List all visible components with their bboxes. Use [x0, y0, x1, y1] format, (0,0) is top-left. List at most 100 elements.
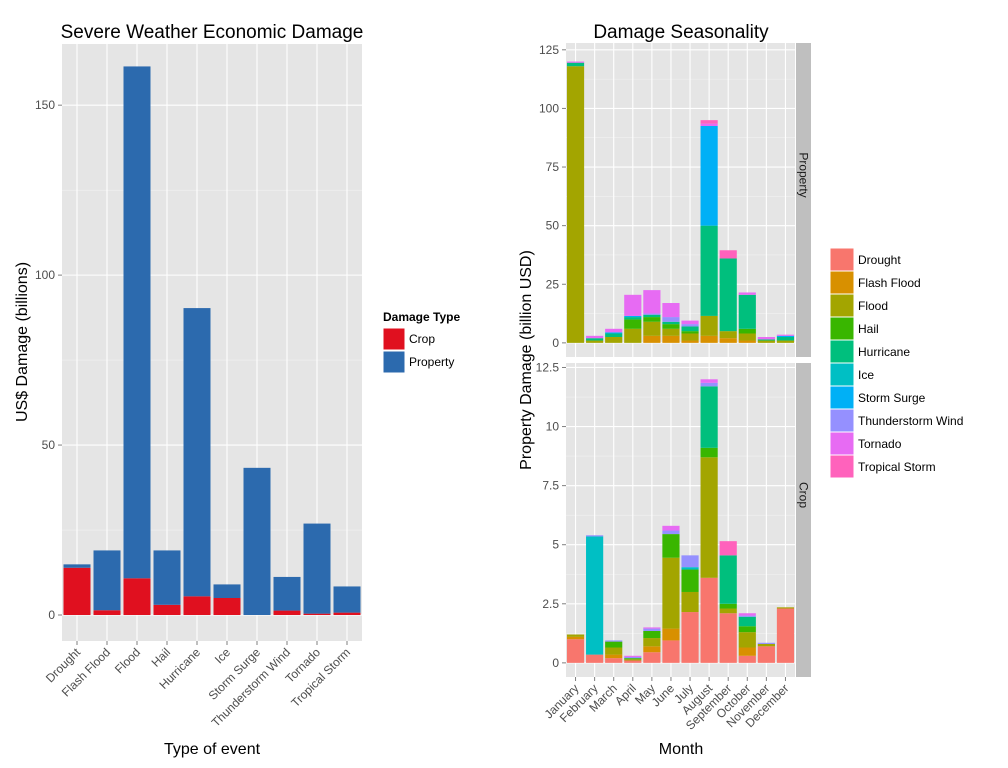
facet-y-tick-label: 125 [539, 43, 559, 57]
bar-segment-hail [643, 630, 661, 639]
bar-segment-drought [776, 608, 795, 663]
legend-label-tropical-storm: Tropical Storm [858, 460, 936, 474]
bar-segment-thunderstorm-wind [700, 382, 718, 387]
legend-key-tropical-storm [829, 454, 855, 479]
bar-segment-tornado [566, 61, 585, 63]
bar-segment-hurricane [757, 339, 775, 341]
bar-segment-storm-surge [605, 332, 623, 334]
bar-segment-tornado [662, 303, 680, 318]
legend-key-flood [829, 293, 855, 318]
legend-key-tornado [829, 431, 855, 456]
legend-label-ice: Ice [858, 368, 874, 382]
bar-segment-hurricane [624, 317, 642, 320]
bar-segment-tornado [662, 525, 680, 531]
bar-segment-tornado [643, 627, 661, 629]
bar-segment-thunderstorm-wind [738, 615, 756, 617]
bar-property [303, 523, 331, 614]
left-chart: Severe Weather Economic Damage 0 50 100 150… [14, 22, 460, 758]
left-x-tick-label: Flood [112, 645, 143, 676]
bar-segment-hurricane [605, 333, 623, 338]
legend-label-drought: Drought [858, 253, 901, 267]
bar-segment-flood [566, 634, 585, 637]
facet-y-tick-label: 50 [546, 219, 560, 233]
bar-segment-flood [738, 333, 756, 341]
facet-panel-background [566, 363, 795, 677]
bar-segment-thunderstorm-wind [605, 640, 623, 642]
bar-segment-hail [643, 317, 661, 322]
bar-segment-tornado [757, 337, 775, 340]
left-x-tick-label: Hail [149, 645, 174, 670]
bar-segment-hurricane [738, 616, 756, 627]
legend-label-storm-surge: Storm Surge [858, 391, 926, 405]
bar-segment-hail [681, 569, 699, 592]
facet-panel-property: 0 25 50 75 100 125 Property [539, 43, 811, 357]
bar-crop [93, 610, 121, 615]
legend-key-property [382, 350, 406, 374]
bar-segment-drought [586, 654, 604, 663]
bar-segment-drought [566, 639, 585, 663]
facet-strip-label: Property [797, 152, 811, 197]
bar-segment-flood [643, 321, 661, 336]
facet-strip [796, 363, 811, 677]
bar-segment-ice [681, 567, 699, 570]
bar-segment-storm-surge [624, 315, 642, 318]
bar-segment-flash-flood [662, 335, 680, 343]
bar-segment-hail [719, 603, 737, 609]
left-legend-title: Damage Type [383, 310, 460, 324]
bar-crop [213, 598, 241, 615]
bar-segment-drought [662, 640, 680, 663]
legend-label-tornado: Tornado [858, 437, 902, 451]
bar-segment-hurricane [566, 62, 585, 67]
bar-segment-hail [624, 658, 642, 660]
facet-y-tick-label: 12.5 [536, 360, 560, 374]
bar-segment-flood [719, 331, 737, 339]
bar-segment-flood [662, 328, 680, 336]
legend-label-thunderstorm-wind: Thunderstorm Wind [858, 414, 963, 428]
bar-crop [333, 612, 361, 615]
facet-y-tick-label: 0 [552, 336, 559, 350]
bar-segment-flood [776, 607, 795, 609]
bar-segment-flash-flood [605, 654, 623, 659]
bar-segment-hurricane [700, 386, 718, 448]
bar-property [273, 576, 301, 611]
bar-property [333, 586, 361, 613]
left-chart-legend: Damage Type Crop Property [382, 310, 460, 374]
bar-segment-flash-flood [643, 335, 661, 343]
bar-segment-storm-surge [700, 126, 718, 226]
bar-segment-hurricane [681, 326, 699, 332]
bar-segment-flood [719, 608, 737, 614]
bar-crop [183, 596, 211, 615]
bar-segment-flood [605, 647, 623, 655]
right-chart: Damage Seasonality 0255075100125Property… [518, 22, 963, 758]
bar-segment-tropical-storm [719, 541, 737, 556]
left-chart-xlabel: Type of event [164, 741, 261, 758]
facet-y-tick-label: 0 [552, 656, 559, 670]
facet-strip [796, 43, 811, 357]
legend-key-crop [382, 327, 406, 351]
facet-panel-background [566, 43, 795, 357]
facet-strip-label: Crop [797, 482, 811, 508]
left-y-tick-label: 0 [48, 608, 55, 622]
bar-segment-thunderstorm-wind [662, 317, 680, 322]
bar-segment-hail [624, 319, 642, 329]
bar-segment-tornado [643, 290, 661, 314]
bar-segment-flood [605, 337, 623, 343]
legend-label-property: Property [409, 355, 454, 369]
bar-crop [63, 567, 91, 615]
bar-crop [273, 610, 301, 615]
bar-segment-flood [757, 643, 775, 647]
bar-segment-hail [738, 626, 756, 633]
bar-segment-hurricane [719, 258, 737, 332]
bar-property [93, 550, 121, 611]
bar-segment-hail [738, 328, 756, 334]
bar-segment-drought [719, 613, 737, 663]
facet-y-tick-label: 75 [546, 160, 560, 174]
bar-segment-ice [586, 536, 604, 655]
bar-segment-thunderstorm-wind [681, 324, 699, 327]
bar-segment-flash-flood [566, 636, 585, 640]
bar-segment-thunderstorm-wind [643, 313, 661, 315]
bar-segment-flash-flood [719, 338, 737, 343]
bar-segment-drought [757, 646, 775, 663]
bar-segment-tornado [738, 613, 756, 616]
